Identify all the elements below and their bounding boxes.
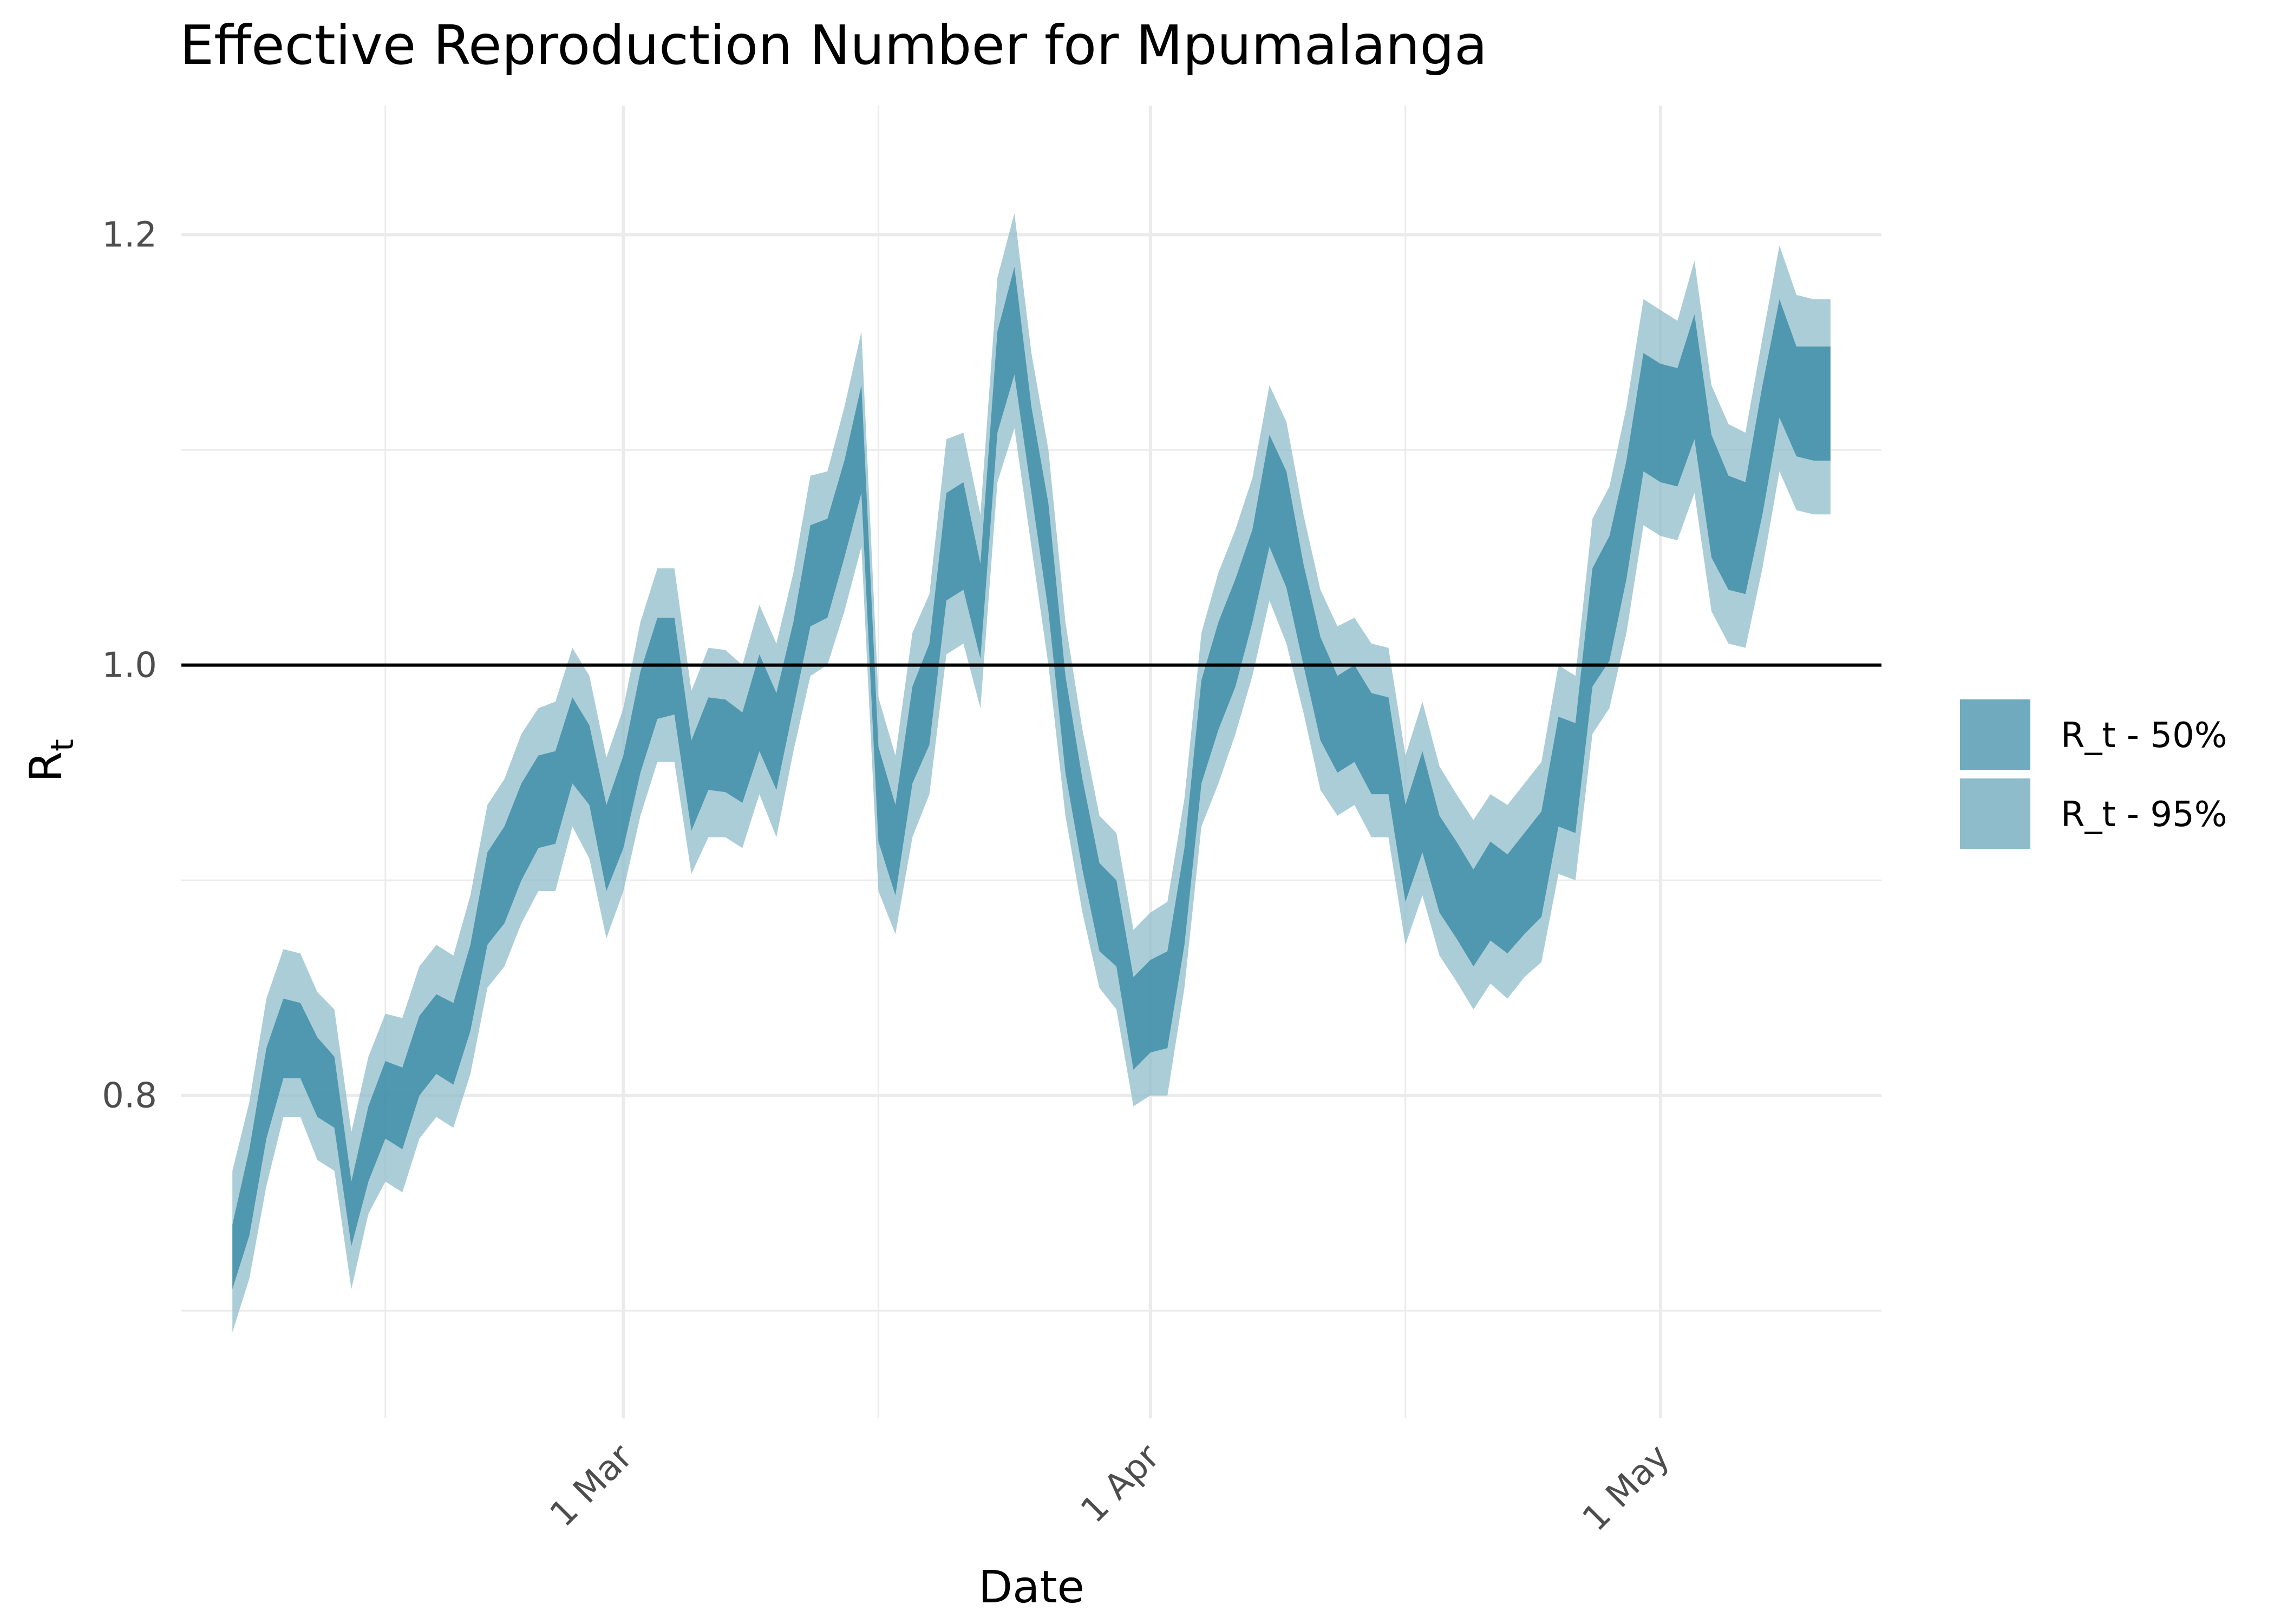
y-axis-title: Rt [21,739,81,782]
legend-label-50: R_t - 50% [2061,716,2227,756]
y-tick-label: 1.2 [102,215,157,256]
y-tick-labels: 0.8 1.0 1.2 [102,215,157,1116]
x-axis-title: Date [978,1562,1084,1613]
legend-label-95: R_t - 95% [2061,795,2227,835]
svg-text:Rt: Rt [21,739,81,782]
legend: R_t - 50% R_t - 95% [1960,699,2227,849]
bands [232,213,1831,1332]
chart-title: Effective Reproduction Number for Mpumal… [180,14,1487,77]
y-axis-title-main: R [21,751,72,782]
legend-key-50 [1960,699,2030,770]
legend-key-95 [1960,778,2030,849]
band-50 [232,267,1831,1289]
y-tick-label: 1.0 [102,646,157,686]
y-axis-title-subscript: t [44,739,81,751]
y-tick-label: 0.8 [102,1076,157,1116]
